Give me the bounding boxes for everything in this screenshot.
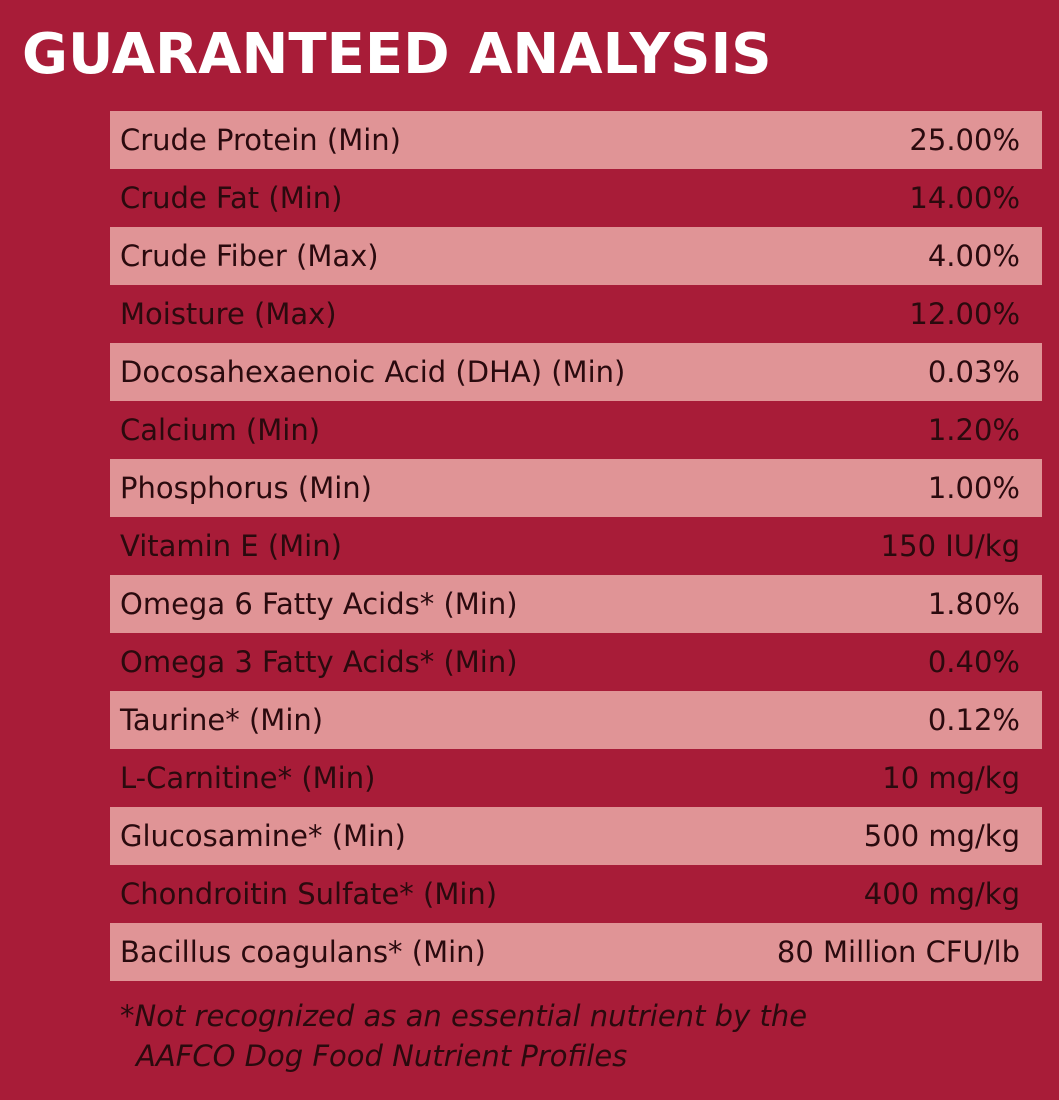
row-label: Taurine* (Min) xyxy=(120,703,324,737)
row-value: 14.00% xyxy=(909,181,1020,215)
row-value: 1.20% xyxy=(927,413,1020,447)
table-row: Crude Protein (Min) 25.00% xyxy=(110,111,1042,169)
row-value: 0.40% xyxy=(927,645,1020,679)
row-label: Omega 3 Fatty Acids* (Min) xyxy=(120,645,518,679)
row-label: Crude Fiber (Max) xyxy=(120,239,379,273)
row-label: Crude Protein (Min) xyxy=(120,123,401,157)
table-row: Bacillus coagulans* (Min) 80 Million CFU… xyxy=(110,923,1042,981)
table-row: Vitamin E (Min) 150 IU/kg xyxy=(110,517,1042,575)
row-value: 400 mg/kg xyxy=(863,877,1020,911)
footnote-line-2: AAFCO Dog Food Nutrient Profiles xyxy=(136,1039,628,1073)
footnote: *Not recognized as an essential nutrient… xyxy=(120,996,807,1076)
table-row: Crude Fat (Min) 14.00% xyxy=(110,169,1042,227)
row-value: 0.12% xyxy=(927,703,1020,737)
table-row: L-Carnitine* (Min) 10 mg/kg xyxy=(110,749,1042,807)
row-label: Docosahexaenoic Acid (DHA) (Min) xyxy=(120,355,626,389)
page-title: GUARANTEED ANALYSIS xyxy=(22,22,772,87)
row-label: Omega 6 Fatty Acids* (Min) xyxy=(120,587,518,621)
row-label: Phosphorus (Min) xyxy=(120,471,372,505)
row-label: Moisture (Max) xyxy=(120,297,337,331)
row-label: Glucosamine* (Min) xyxy=(120,819,406,853)
row-label: Bacillus coagulans* (Min) xyxy=(120,935,486,969)
table-row: Docosahexaenoic Acid (DHA) (Min) 0.03% xyxy=(110,343,1042,401)
analysis-table: Crude Protein (Min) 25.00% Crude Fat (Mi… xyxy=(110,111,1042,981)
row-value: 1.00% xyxy=(927,471,1020,505)
row-label: Vitamin E (Min) xyxy=(120,529,342,563)
row-label: L-Carnitine* (Min) xyxy=(120,761,376,795)
table-row: Crude Fiber (Max) 4.00% xyxy=(110,227,1042,285)
table-row: Glucosamine* (Min) 500 mg/kg xyxy=(110,807,1042,865)
table-row: Phosphorus (Min) 1.00% xyxy=(110,459,1042,517)
row-value: 0.03% xyxy=(927,355,1020,389)
table-row: Taurine* (Min) 0.12% xyxy=(110,691,1042,749)
row-value: 500 mg/kg xyxy=(863,819,1020,853)
row-value: 25.00% xyxy=(909,123,1020,157)
table-row: Omega 3 Fatty Acids* (Min) 0.40% xyxy=(110,633,1042,691)
row-label: Crude Fat (Min) xyxy=(120,181,343,215)
row-value: 150 IU/kg xyxy=(880,529,1020,563)
row-value: 1.80% xyxy=(927,587,1020,621)
table-row: Omega 6 Fatty Acids* (Min) 1.80% xyxy=(110,575,1042,633)
table-row: Chondroitin Sulfate* (Min) 400 mg/kg xyxy=(110,865,1042,923)
table-row: Moisture (Max) 12.00% xyxy=(110,285,1042,343)
row-value: 4.00% xyxy=(927,239,1020,273)
table-row: Calcium (Min) 1.20% xyxy=(110,401,1042,459)
row-value: 12.00% xyxy=(909,297,1020,331)
row-value: 80 Million CFU/lb xyxy=(776,935,1020,969)
row-label: Chondroitin Sulfate* (Min) xyxy=(120,877,498,911)
row-value: 10 mg/kg xyxy=(882,761,1020,795)
row-label: Calcium (Min) xyxy=(120,413,321,447)
footnote-line-1: *Not recognized as an essential nutrient… xyxy=(120,999,808,1033)
